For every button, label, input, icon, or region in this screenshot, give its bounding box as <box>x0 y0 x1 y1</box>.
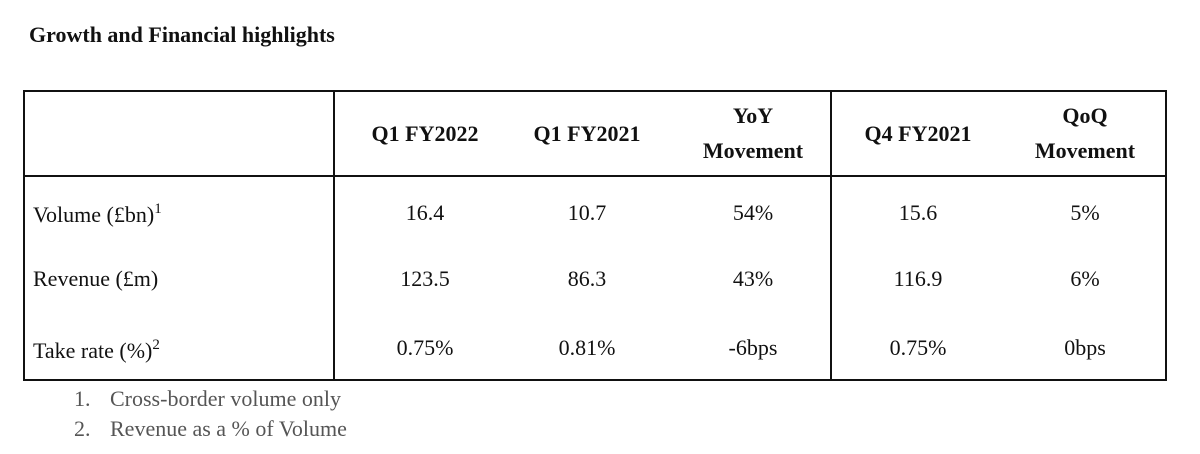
footnote-text: Cross-border volume only <box>110 386 341 411</box>
column-divider <box>830 92 832 379</box>
table-cell: 116.9 <box>893 266 943 291</box>
table-cell: 6% <box>1070 266 1100 291</box>
table-cell: 54% <box>732 200 774 225</box>
page-title: Growth and Financial highlights <box>29 22 335 47</box>
table-cell: 0.75% <box>396 335 454 360</box>
header-q1-fy2021: Q1 FY2021 <box>507 116 667 151</box>
table-cell: 123.5 <box>400 266 450 291</box>
row-label-text: Take rate (%) <box>33 338 153 363</box>
header-q1-fy2022: Q1 FY2022 <box>345 116 505 151</box>
footnotes: 1. Cross-border volume only 2. Revenue as … <box>74 384 347 444</box>
footnote-marker: 1 <box>154 201 162 217</box>
header-label-line1: YoY <box>732 103 774 128</box>
table-cell: 86.3 <box>567 266 607 291</box>
header-qoq-movement: QoQ Movement <box>1005 98 1165 168</box>
header-label-line1: QoQ <box>1062 103 1108 128</box>
table-cell: 10.7 <box>567 200 607 225</box>
footnote-text: Revenue as a % of Volume <box>110 416 347 441</box>
table-cell: -6bps <box>728 335 778 360</box>
table-cell: 43% <box>732 266 774 291</box>
footnote-item: 2. Revenue as a % of Volume <box>74 414 347 444</box>
header-label: Q1 FY2021 <box>533 121 641 146</box>
table-cell: 0.81% <box>558 335 616 360</box>
footnote-index: 1. <box>74 386 91 411</box>
table-cell: 5% <box>1070 200 1100 225</box>
header-label-line2: Movement <box>1034 138 1136 163</box>
header-label: Q1 FY2022 <box>371 121 479 146</box>
financial-highlights-table: Q1 FY2022 Q1 FY2021 YoY Movement Q4 FY20… <box>23 90 1167 381</box>
footnote-item: 1. Cross-border volume only <box>74 384 347 414</box>
row-label-text: Revenue (£m) <box>33 266 159 291</box>
row-label-volume: Volume (£bn)1 <box>33 198 162 232</box>
footnote-index: 2. <box>74 416 91 441</box>
header-label: Q4 FY2021 <box>864 121 972 146</box>
header-q4-fy2021: Q4 FY2021 <box>838 116 998 151</box>
header-label-line2: Movement <box>702 138 804 163</box>
table-cell: 0.75% <box>889 335 947 360</box>
header-yoy-movement: YoY Movement <box>673 98 833 168</box>
table-cell: 16.4 <box>405 200 445 225</box>
table-cell: 0bps <box>1064 335 1106 360</box>
header-divider <box>25 175 1165 177</box>
row-label-take-rate: Take rate (%)2 <box>33 334 160 368</box>
footnote-marker: 2 <box>152 337 160 353</box>
row-label-text: Volume (£bn) <box>33 202 155 227</box>
row-label-revenue: Revenue (£m) <box>33 262 158 296</box>
table-cell: 15.6 <box>898 200 938 225</box>
column-divider <box>333 92 335 379</box>
